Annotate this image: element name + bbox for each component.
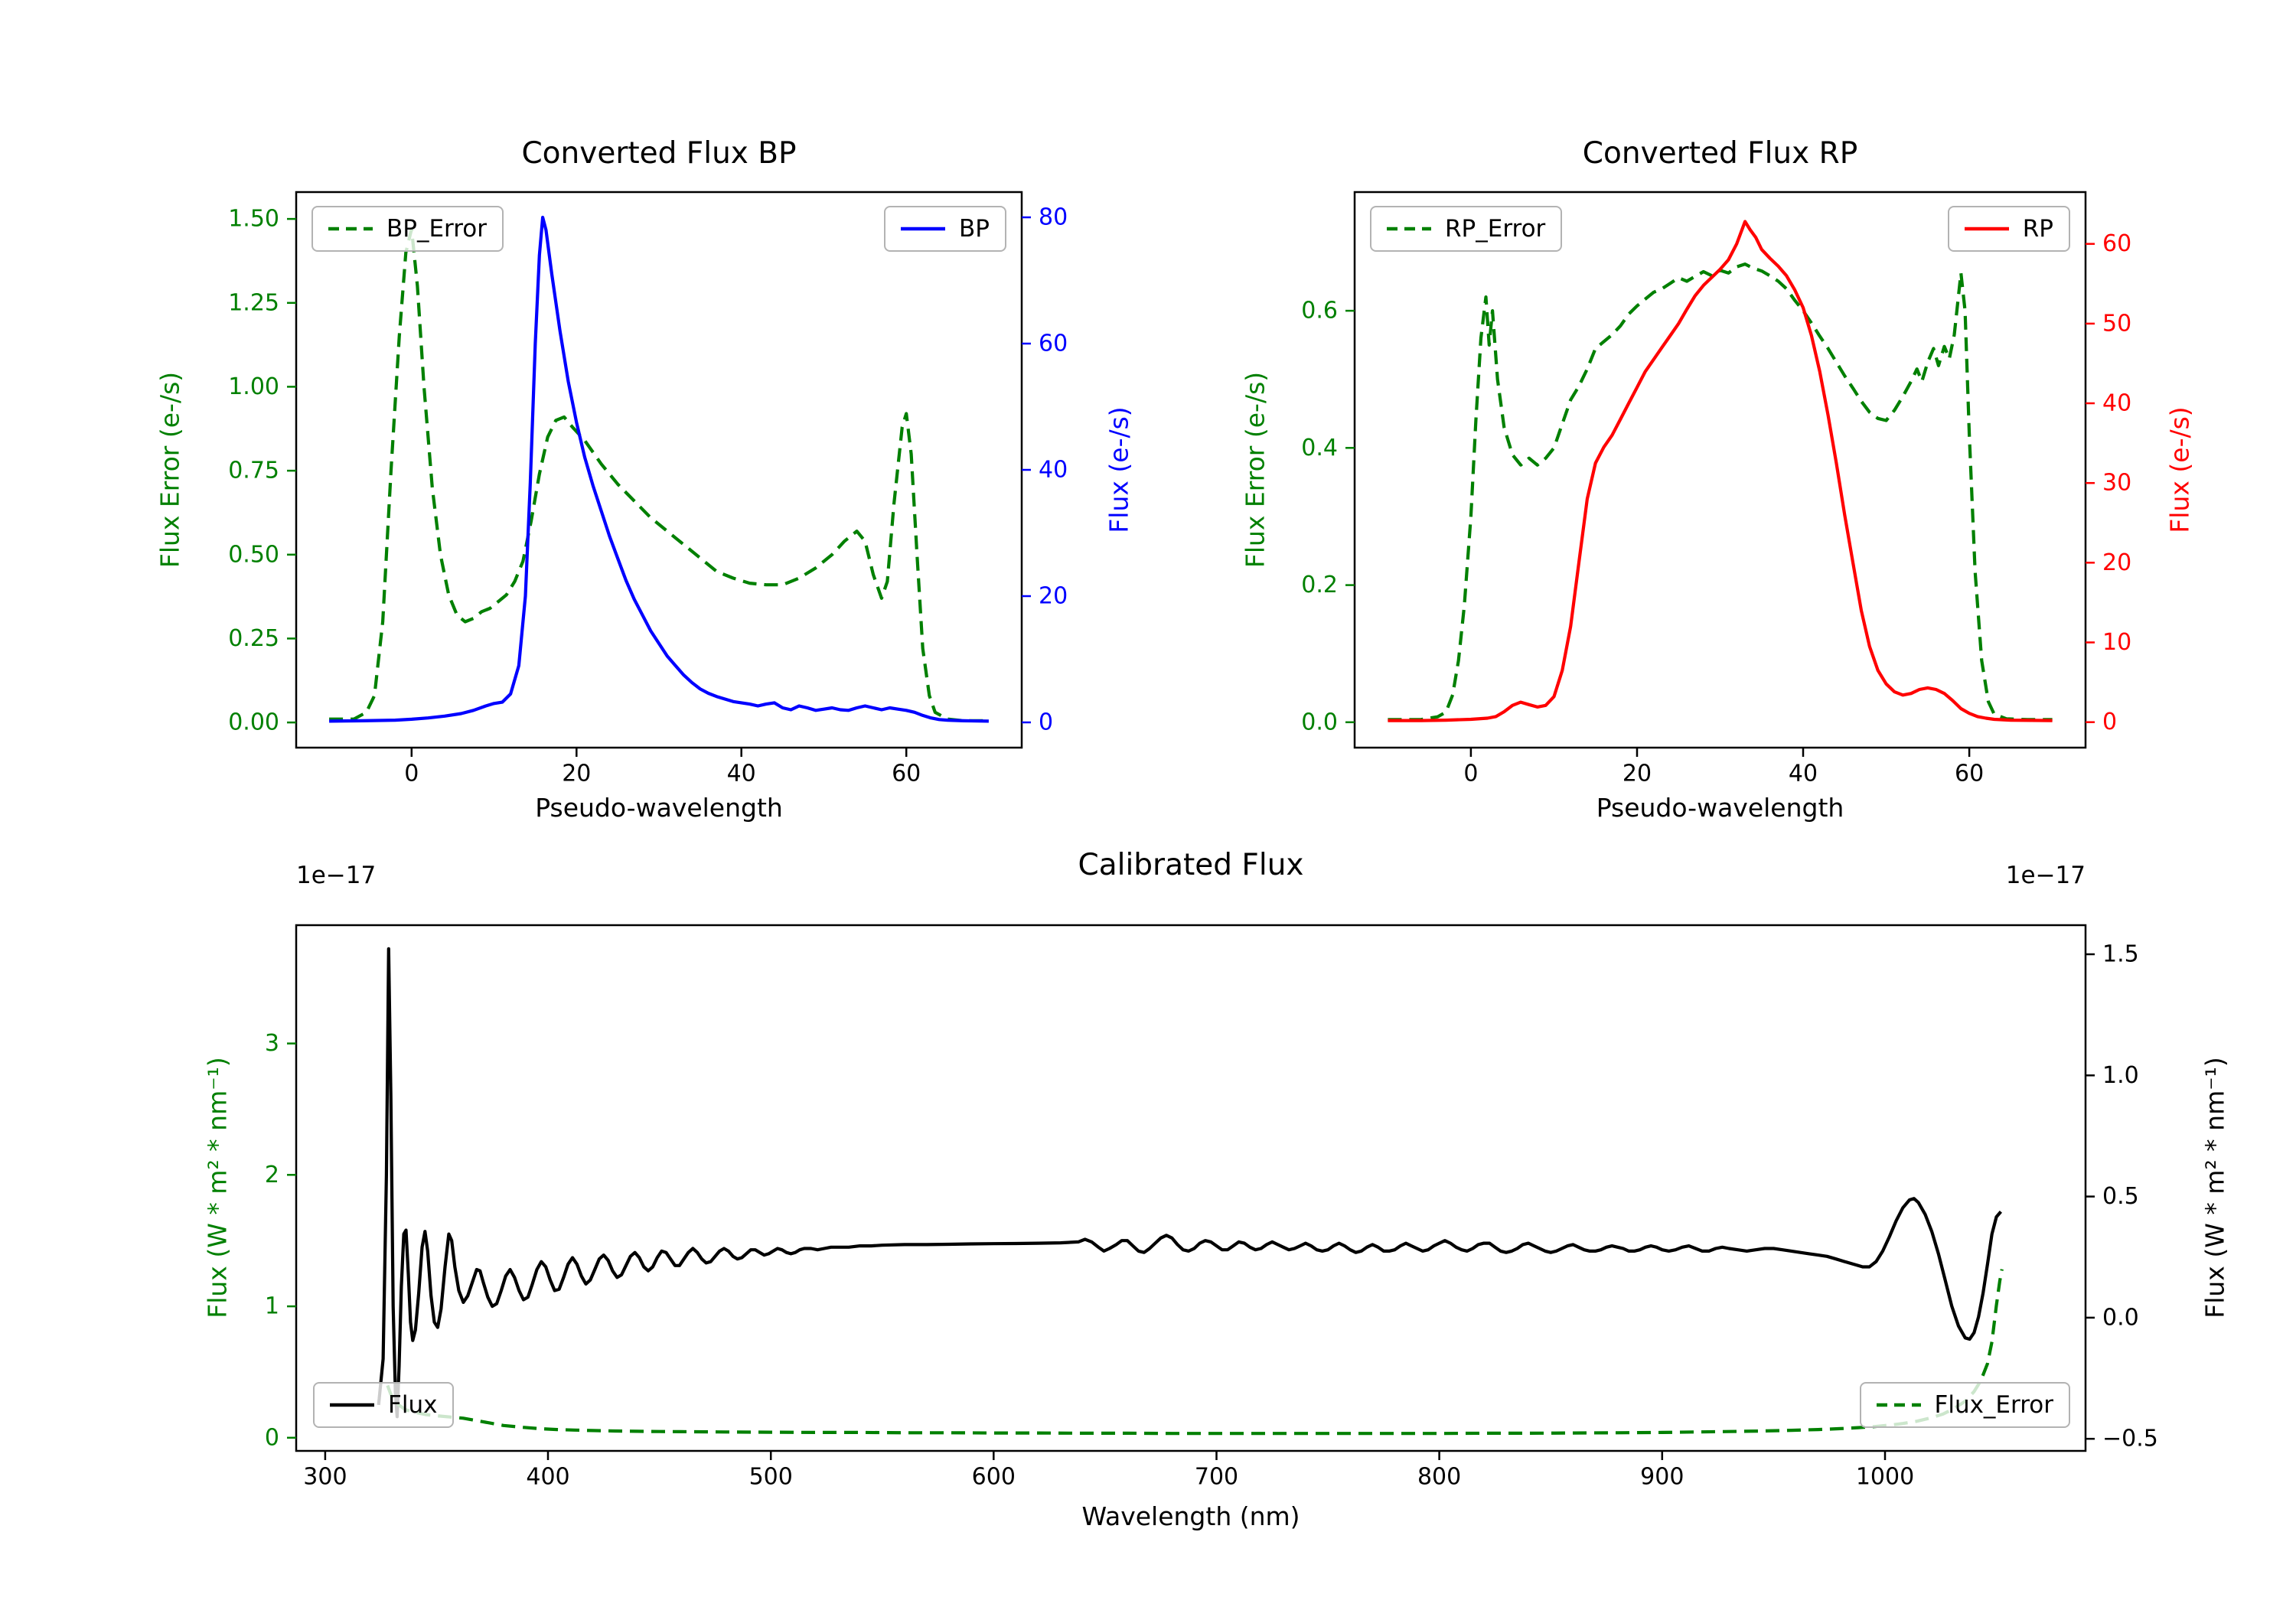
y-right-tick-label: 80 (1039, 204, 1068, 231)
y-right-tick-label: −0.5 (2102, 1426, 2158, 1452)
legend-rp-error-label: RP_Error (1445, 215, 1546, 243)
legend-dashed-line-icon (328, 227, 373, 231)
y-left-tick-label: 0 (265, 1424, 279, 1451)
xlabel-bp: Pseudo-wavelength (535, 793, 783, 823)
legend-flux-error-label: Flux_Error (1934, 1391, 2054, 1419)
x-tick-label: 0 (1463, 761, 1478, 787)
ylabel-rp-flux: Flux (e-/s) (2164, 406, 2195, 533)
legend-flux: Flux (313, 1382, 455, 1428)
x-tick-label: 700 (1195, 1464, 1238, 1491)
y-right-tick-label: 0.5 (2102, 1183, 2139, 1210)
y-left-tick-label: 0.2 (1301, 572, 1338, 598)
chart-title-bp: Converted Flux BP (521, 136, 797, 171)
legend-dashed-line-icon (1876, 1403, 1921, 1407)
chart-area-0: 0 20 40 60 0.00 0.25 0.50 0.75 1.00 1.25 1.50 0 20 40… (228, 191, 1068, 787)
y-left-tick-label: 0.75 (228, 458, 279, 484)
x-tick-label: 20 (1623, 761, 1652, 787)
chart-area-1: 0 20 40 60 0.0 0.2 0.4 0.6 0 10 20 30 40 50 60 (1301, 191, 2131, 787)
series-RP (1388, 220, 2053, 722)
y-left-tick-label: 0.00 (228, 709, 279, 736)
x-tick-label: 0 (404, 761, 419, 787)
legend-bp: BP (884, 206, 1006, 252)
x-tick-label: 20 (562, 761, 591, 787)
ylabel-rp-error: Flux Error (e-/s) (1240, 371, 1270, 569)
xlabel-rp: Pseudo-wavelength (1596, 793, 1844, 823)
y-left-tick-label: 0.6 (1301, 298, 1338, 324)
y-right-tick-label: 1.0 (2102, 1062, 2139, 1089)
y-left-tick-label: 1.25 (228, 289, 279, 316)
y-left-tick-label: 1.00 (228, 373, 279, 400)
y-left-tick-label: 0.0 (1301, 709, 1338, 735)
chart-title-rp: Converted Flux RP (1582, 136, 1858, 171)
y-right-tick-label: 0 (1039, 709, 1053, 736)
y-right-tick-label: 50 (2102, 310, 2131, 337)
legend-bp-error-label: BP_Error (386, 215, 488, 243)
y-right-tick-label: 30 (2102, 470, 2131, 497)
series-BP_Error (329, 227, 989, 722)
y-right-tick-label: 1.5 (2102, 941, 2139, 968)
ylabel-bp-flux: Flux (e-/s) (1104, 406, 1134, 533)
series-Flux (377, 947, 2002, 1419)
x-tick-label: 400 (526, 1464, 569, 1491)
y-right-tick-label: 20 (2102, 549, 2131, 576)
x-tick-label: 40 (727, 761, 756, 787)
x-tick-label: 40 (1789, 761, 1818, 787)
xlabel-calibrated: Wavelength (nm) (1081, 1501, 1300, 1531)
legend-bp-label: BP (959, 215, 990, 243)
axes-frame (295, 924, 2087, 1452)
legend-rp-error: RP_Error (1370, 206, 1563, 252)
y-right-tick-label: 60 (1039, 331, 1068, 357)
chart-title-calibrated: Calibrated Flux (1078, 848, 1304, 882)
x-tick-label: 800 (1417, 1464, 1461, 1491)
x-tick-label: 500 (749, 1464, 793, 1491)
y-left-tick-label: 0.4 (1301, 435, 1338, 461)
y-right-tick-label: 0.0 (2102, 1304, 2139, 1331)
series-Flux_Error (386, 1269, 2004, 1436)
x-tick-label: 600 (972, 1464, 1016, 1491)
y-left-tick-label: 1.50 (228, 206, 279, 233)
legend-solid-line-icon (1964, 227, 2009, 231)
legend-solid-line-icon (330, 1403, 374, 1407)
legend-rp-label: RP (2022, 215, 2053, 243)
series-BP (329, 215, 989, 723)
y-right-tick-label: 40 (2102, 390, 2131, 417)
y-left-tick-label: 1 (265, 1293, 279, 1320)
y-right-tick-label: 60 (2102, 230, 2131, 257)
axes-frame (1353, 191, 2087, 749)
legend-flux-error: Flux_Error (1859, 1382, 2070, 1428)
y-left-tick-label: 2 (265, 1162, 279, 1188)
x-tick-label: 60 (1955, 761, 1984, 787)
x-tick-label: 60 (892, 761, 921, 787)
legend-flux-label: Flux (388, 1391, 438, 1419)
y-left-tick-label: 0.25 (228, 625, 279, 652)
ylabel-bp-error: Flux Error (e-/s) (155, 371, 185, 569)
series-RP_Error (1388, 262, 2053, 722)
ylabel-cal-flux-left: Flux (W * m² * nm⁻¹) (202, 1057, 233, 1319)
y-left-tick-label: 0.50 (228, 541, 279, 568)
legend-rp: RP (1947, 206, 2070, 252)
x-tick-label: 300 (303, 1464, 347, 1491)
x-tick-label: 900 (1640, 1464, 1684, 1491)
y-right-tick-label: 40 (1039, 457, 1068, 484)
legend-solid-line-icon (901, 227, 946, 231)
legend-bp-error: BP_Error (311, 206, 504, 252)
y-left-tick-label: 3 (265, 1030, 279, 1057)
y-right-tick-label: 10 (2102, 629, 2131, 656)
legend-dashed-line-icon (1387, 227, 1431, 231)
x-tick-label: 1000 (1856, 1464, 1914, 1491)
offset-text-right: 1e−17 (2005, 862, 2086, 889)
y-right-tick-label: 0 (2102, 709, 2117, 735)
y-right-tick-label: 20 (1039, 583, 1068, 610)
offset-text-left: 1e−17 (296, 862, 377, 889)
ylabel-cal-flux-right: Flux (W * m² * nm⁻¹) (2200, 1057, 2230, 1319)
